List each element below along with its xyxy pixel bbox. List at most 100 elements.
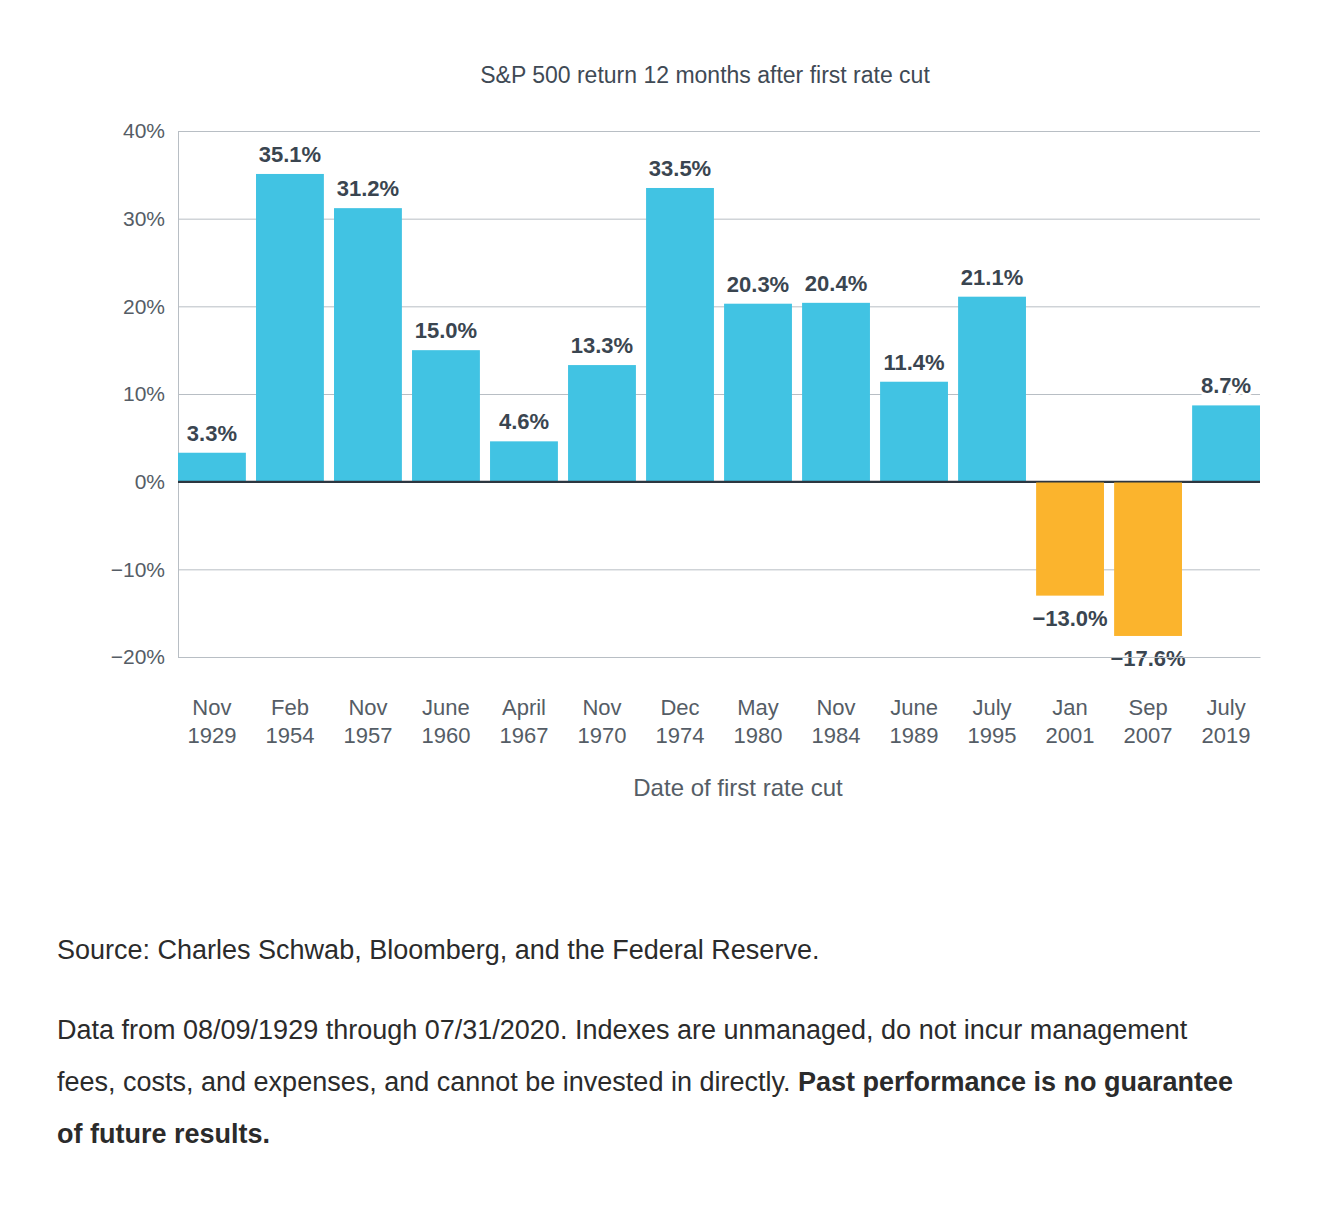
bar bbox=[412, 350, 480, 482]
bar bbox=[334, 208, 402, 482]
x-tick-label-line: Jan bbox=[1052, 695, 1087, 720]
x-tick-label-line: 1984 bbox=[812, 723, 861, 748]
x-tick: Sep 2007 bbox=[1124, 657, 1173, 748]
y-tick-label: 20% bbox=[123, 295, 165, 318]
x-tick-label-line: June bbox=[890, 695, 938, 720]
x-tick-label: Feb 1954 bbox=[265, 695, 314, 748]
data-label: 33.5% bbox=[649, 156, 711, 181]
grid-line bbox=[178, 657, 1260, 658]
spacer bbox=[790, 1067, 798, 1097]
x-tick-label-line: Dec bbox=[660, 695, 699, 720]
bar bbox=[1114, 482, 1182, 636]
bars bbox=[178, 174, 1260, 636]
x-tick: Nov 1970 bbox=[578, 657, 627, 748]
x-tick: July 1995 bbox=[968, 657, 1017, 748]
x-tick-label-line: 1970 bbox=[578, 723, 627, 748]
data-label: 8.7% bbox=[1201, 373, 1251, 398]
x-axis-title: Date of first rate cut bbox=[633, 774, 843, 801]
x-tick: July 2019 bbox=[1202, 657, 1251, 748]
bar bbox=[958, 297, 1026, 482]
source: Source: Charles Schwab, Bloomberg, and t… bbox=[57, 930, 1237, 970]
x-tick-label: April 1967 bbox=[499, 695, 548, 748]
x-axis: Nov 1929 Feb 1954 Nov1957 June 1960 April 1967 No… bbox=[179, 657, 1261, 748]
x-tick-label-line: 1960 bbox=[421, 723, 470, 748]
x-tick-label-line: 1967 bbox=[499, 723, 548, 748]
data-labels: 3.3%35.1%31.2%15.0%4.6%13.3%33.5%20.3%20… bbox=[187, 142, 1251, 671]
x-tick: June 1960 bbox=[421, 657, 470, 748]
y-tick-label: −10% bbox=[111, 558, 165, 581]
x-tick-label-line: Feb bbox=[271, 695, 309, 720]
x-tick: Nov 1984 bbox=[812, 657, 861, 748]
x-tick-label-line: July bbox=[972, 695, 1011, 720]
note: Data from 08/09/1929 through 07/31/2020.… bbox=[57, 1004, 1237, 1160]
x-tick: Feb 1954 bbox=[265, 657, 314, 748]
zero-line bbox=[178, 481, 1260, 483]
x-tick-label: June 1989 bbox=[890, 695, 939, 748]
data-label: −17.6% bbox=[1110, 646, 1185, 671]
data-label: 20.4% bbox=[805, 271, 867, 296]
bar bbox=[724, 304, 792, 482]
x-tick-label: Nov1957 bbox=[343, 695, 392, 748]
x-tick-label: May 1980 bbox=[734, 695, 783, 748]
bar bbox=[646, 188, 714, 482]
x-tick-label-line: 2019 bbox=[1202, 723, 1251, 748]
x-tick-label-line: July bbox=[1207, 695, 1246, 720]
x-tick: Dec 1974 bbox=[656, 657, 705, 748]
y-tick: 40% bbox=[123, 119, 1260, 142]
bar bbox=[802, 303, 870, 482]
data-label: 35.1% bbox=[259, 142, 321, 167]
x-tick-label-line: Nov bbox=[348, 695, 387, 720]
grid-line bbox=[178, 131, 1260, 132]
bar bbox=[256, 174, 324, 482]
x-tick-label-line: 1989 bbox=[890, 723, 939, 748]
chart-title: S&P 500 return 12 months after first rat… bbox=[480, 62, 930, 88]
bar bbox=[568, 365, 636, 482]
x-tick-label: Jan 2001 bbox=[1046, 695, 1095, 748]
x-tick-label-line: 2007 bbox=[1124, 723, 1173, 748]
x-tick-label-line: 1974 bbox=[656, 723, 705, 748]
y-tick-label: 30% bbox=[123, 207, 165, 230]
data-label: 3.3% bbox=[187, 421, 237, 446]
x-tick-label: July 1995 bbox=[968, 695, 1017, 748]
x-axis-line bbox=[179, 657, 1261, 658]
x-tick: June 1989 bbox=[890, 657, 939, 748]
data-label: 4.6% bbox=[499, 409, 549, 434]
x-tick-label-line: Nov bbox=[582, 695, 621, 720]
x-tick-label: Dec 1974 bbox=[656, 695, 705, 748]
data-label: 15.0% bbox=[415, 318, 477, 343]
y-tick-label: 40% bbox=[123, 119, 165, 142]
x-tick-label-line: Nov bbox=[192, 695, 231, 720]
x-tick-label: June 1960 bbox=[421, 695, 470, 748]
data-label: 11.4% bbox=[883, 350, 944, 375]
data-label: 31.2% bbox=[337, 176, 399, 201]
x-tick: Jan 2001 bbox=[1046, 657, 1095, 748]
x-tick-label: Nov 1970 bbox=[578, 695, 627, 748]
y-tick-label: 0% bbox=[135, 470, 165, 493]
bar bbox=[1192, 405, 1260, 481]
x-tick-label-line: 2001 bbox=[1046, 723, 1095, 748]
x-tick-label-line: Sep bbox=[1128, 695, 1167, 720]
x-tick-label-line: 1995 bbox=[968, 723, 1017, 748]
bar bbox=[178, 453, 246, 482]
x-tick-label-line: 1929 bbox=[187, 723, 236, 748]
bar bbox=[1036, 482, 1104, 596]
x-tick-label-line: 1954 bbox=[265, 723, 314, 748]
x-tick-label-line: May bbox=[737, 695, 779, 720]
x-tick-label: Nov 1984 bbox=[812, 695, 861, 748]
x-tick-label-line: Nov bbox=[816, 695, 855, 720]
data-label: 13.3% bbox=[571, 333, 633, 358]
x-tick-label: July 2019 bbox=[1202, 695, 1251, 748]
x-tick-label-line: 1980 bbox=[734, 723, 783, 748]
x-tick-label: Sep 2007 bbox=[1124, 695, 1173, 748]
bar bbox=[880, 382, 948, 482]
data-label: 21.1% bbox=[961, 265, 1023, 290]
x-tick-label-line: April bbox=[502, 695, 546, 720]
y-tick: −20% bbox=[111, 645, 1260, 668]
x-tick: Nov 1929 bbox=[187, 657, 236, 748]
footer: Source: Charles Schwab, Bloomberg, and t… bbox=[57, 930, 1237, 1160]
x-tick: April 1967 bbox=[499, 657, 548, 748]
x-tick-label: Nov 1929 bbox=[187, 695, 236, 748]
data-label: −13.0% bbox=[1032, 606, 1107, 631]
x-tick: Nov1957 bbox=[343, 657, 392, 748]
x-tick-label-line: June bbox=[422, 695, 470, 720]
